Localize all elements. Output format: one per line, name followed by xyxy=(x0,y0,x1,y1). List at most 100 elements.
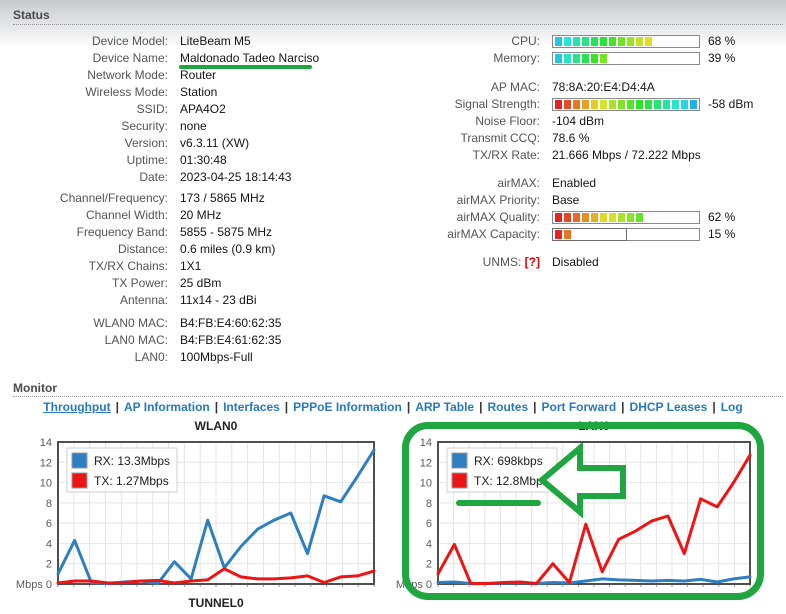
meter-segment xyxy=(573,37,580,46)
monitor-link-throughput[interactable]: Throughput xyxy=(43,400,111,414)
status-row: Frequency Band: 5855 - 5875 MHz xyxy=(0,224,400,241)
monitor-link-interfaces[interactable]: Interfaces xyxy=(223,400,280,414)
status-group: AP MAC: 78:8A:20:E4:D4:4A Signal Strength:… xyxy=(400,79,786,164)
field-label: Distance: xyxy=(117,242,168,256)
field-value-text: 100Mbps-Full xyxy=(180,350,253,364)
y-tick-label: 8 xyxy=(46,498,52,510)
monitor-link-arp-table[interactable]: ARP Table xyxy=(415,400,475,414)
meter-segment xyxy=(591,100,598,109)
unms-help-link[interactable]: [?] xyxy=(524,255,540,269)
monitor-link-dhcp-leases[interactable]: DHCP Leases xyxy=(629,400,708,414)
field-value-text: Base xyxy=(552,193,580,207)
field-value-text: 0.6 miles (0.9 km) xyxy=(180,242,276,256)
legend-label: TX: 12.8Mbps xyxy=(474,474,549,488)
wlan0-chart-title: WLAN0 xyxy=(194,419,238,433)
field-value: Router xyxy=(180,67,216,84)
status-row: airMAX Quality: 62 % xyxy=(400,209,786,226)
y-tick-label: 12 xyxy=(40,457,52,469)
status-row: airMAX Priority: Base xyxy=(400,192,786,209)
link-separator: | xyxy=(479,400,483,414)
monitor-link-routes[interactable]: Routes xyxy=(487,400,529,414)
field-value: v6.3.11 (XW) xyxy=(180,135,249,152)
field-value: 39 % xyxy=(552,50,735,67)
field-value: 21.666 Mbps / 72.222 Mbps xyxy=(552,147,701,164)
tunnel0-chart-title: TUNNEL0 xyxy=(188,596,244,610)
field-value-text: 2023-04-25 18:14:43 xyxy=(180,170,292,184)
meter-segment xyxy=(564,37,571,46)
field-value: 2023-04-25 18:14:43 xyxy=(180,169,291,186)
monitor-link-ap-information[interactable]: AP Information xyxy=(123,400,210,414)
field-value-text: 62 % xyxy=(708,210,736,224)
meter-segment xyxy=(573,100,580,109)
field-value-text: Station xyxy=(180,85,218,99)
legend-label: TX: 1.27Mbps xyxy=(94,474,169,488)
meter-segment xyxy=(600,213,607,222)
monitor-link-pppoe-information[interactable]: PPPoE Information xyxy=(293,400,402,414)
field-label: TX/RX Chains: xyxy=(88,259,168,273)
field-value-text: 68 % xyxy=(708,34,736,48)
status-row: Wireless Mode: Station xyxy=(0,84,400,101)
meter-segment xyxy=(627,100,634,109)
field-value: B4:FB:E4:61:62:35 xyxy=(180,332,281,349)
field-value: APA4O2 xyxy=(180,101,226,118)
y-tick-label: 10 xyxy=(40,478,52,490)
field-value: Enabled xyxy=(552,175,596,192)
status-row: Antenna: 11x14 - 23 dBi xyxy=(0,292,400,309)
meter-segment xyxy=(681,100,688,109)
status-row: CPU: 68 % xyxy=(400,33,786,50)
field-label: Channel/Frequency: xyxy=(59,191,168,205)
meter-segment xyxy=(564,100,571,109)
monitor-link-log[interactable]: Log xyxy=(720,400,743,414)
meter-segment xyxy=(564,213,571,222)
status-row: TX/RX Chains: 1X1 xyxy=(0,258,400,275)
meter-segment xyxy=(672,100,679,109)
status-row: Channel Width: 20 MHz xyxy=(0,207,400,224)
meter-segment xyxy=(654,100,661,109)
field-label: Frequency Band: xyxy=(76,225,168,239)
field-label: Device Name: xyxy=(92,51,168,65)
meter-segment xyxy=(555,100,562,109)
status-right-column: CPU: 68 % Memory: 39 % AP MAC: 78:8A:20:E4:D4… xyxy=(400,33,786,271)
field-label: LAN0: xyxy=(134,350,168,364)
field-label: TX/RX Rate: xyxy=(472,148,540,162)
series-line xyxy=(436,453,752,585)
meter-segment xyxy=(627,213,634,222)
meter-segment xyxy=(555,230,562,239)
status-row: Network Mode: Router xyxy=(0,67,400,84)
meter-segment xyxy=(573,54,580,63)
field-label: Device Model: xyxy=(91,34,168,48)
field-value: 1X1 xyxy=(180,258,201,275)
status-row: SSID: APA4O2 xyxy=(0,101,400,118)
status-row: Transmit CCQ: 78.6 % xyxy=(400,130,786,147)
field-value-text: none xyxy=(180,119,207,133)
field-label: WLAN0 MAC: xyxy=(93,316,168,330)
field-value: 62 % xyxy=(552,209,735,226)
status-row: UNMS: [?] Disabled xyxy=(400,254,786,271)
annotation-box-lan0-chart xyxy=(402,422,764,600)
field-value-text: 1X1 xyxy=(180,259,202,273)
status-group: Device Model: LiteBeam M5 Device Name: Mald… xyxy=(0,33,400,186)
field-value-text: B4:FB:E4:60:62:35 xyxy=(180,316,282,330)
status-row: airMAX Capacity: 15 % xyxy=(400,226,786,243)
monitor-link-port-forward[interactable]: Port Forward xyxy=(541,400,617,414)
annotation-underline-device-name xyxy=(179,65,312,69)
field-value: Maldonado Tadeo Narciso xyxy=(180,50,319,67)
status-row: Noise Floor: -104 dBm xyxy=(400,113,786,130)
meter-segment xyxy=(609,213,616,222)
field-label: airMAX Priority: xyxy=(456,193,540,207)
status-row: Security: none xyxy=(0,118,400,135)
field-label: Noise Floor: xyxy=(475,114,540,128)
y-tick-label: 2 xyxy=(46,559,52,571)
meter-segment xyxy=(582,100,589,109)
meter-segment xyxy=(627,37,634,46)
field-label: SSID: xyxy=(136,102,168,116)
meter-segment xyxy=(636,213,643,222)
meter-segment xyxy=(618,37,625,46)
field-label: Version: xyxy=(124,136,168,150)
field-value-text: APA4O2 xyxy=(180,102,226,116)
meter-segment xyxy=(582,213,589,222)
meter-segment xyxy=(636,100,643,109)
status-row: Signal Strength: -58 dBm xyxy=(400,96,786,113)
status-row: Device Name: Maldonado Tadeo Narciso xyxy=(0,50,400,67)
